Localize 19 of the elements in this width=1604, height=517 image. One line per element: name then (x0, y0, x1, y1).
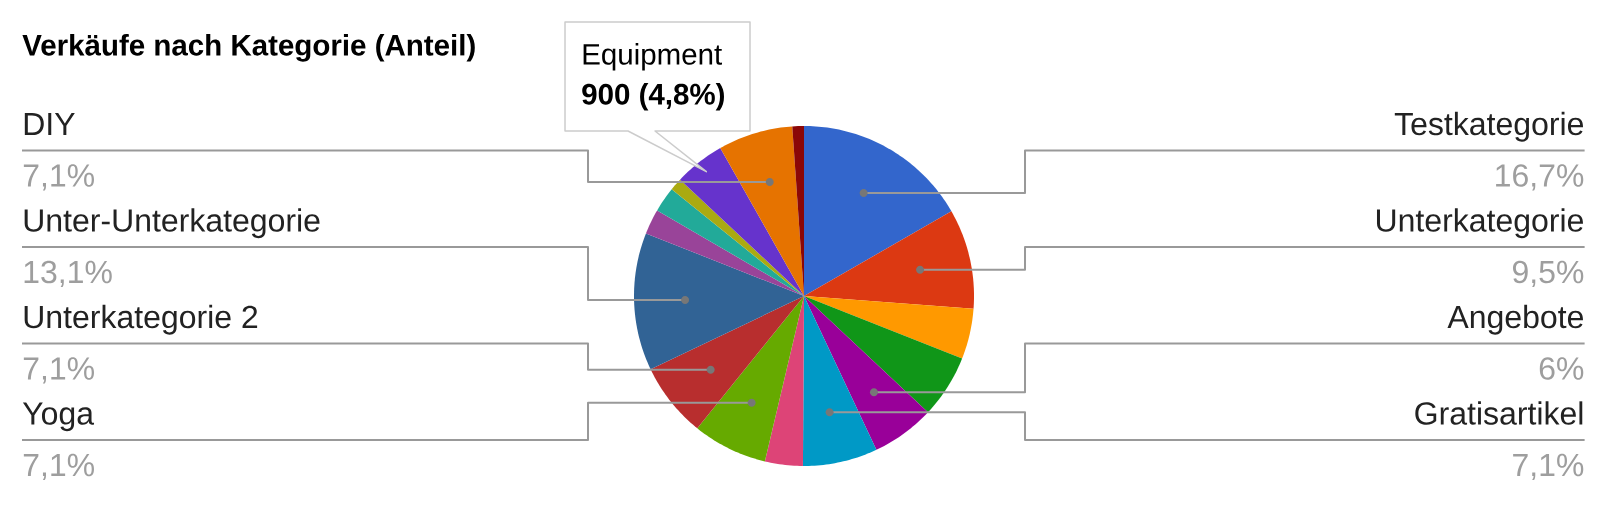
slice-label: Unterkategorie 2 (24, 304, 258, 335)
data-label: 7,1% (23, 453, 94, 481)
text: 900 (4,8%) (582, 83, 724, 111)
data-label: 6% (1539, 357, 1584, 380)
data-label: 7,1% (1513, 453, 1584, 481)
slice-label: Testkategorie (1394, 111, 1583, 142)
data-label: 16,7% (1496, 164, 1584, 191)
slice-label: Gratisartikel (1415, 401, 1583, 425)
slice-label: Yoga (22, 402, 95, 432)
slice-label: Unterkategorie (1376, 208, 1583, 239)
data-label: 7,1% (23, 164, 94, 191)
slice-label: Unter-Unterkategorie (24, 208, 320, 239)
slice-label: Angebote (1447, 304, 1583, 335)
chart-title: Verkäufe nach Kategorie (Anteil) (22, 34, 475, 62)
data-label: 9,5% (1512, 260, 1584, 288)
slice-label: Equipment (583, 43, 722, 71)
data-label: 13,1% (24, 260, 112, 288)
data-label: 7,1% (23, 357, 94, 384)
slice-label: DIY (24, 112, 75, 135)
